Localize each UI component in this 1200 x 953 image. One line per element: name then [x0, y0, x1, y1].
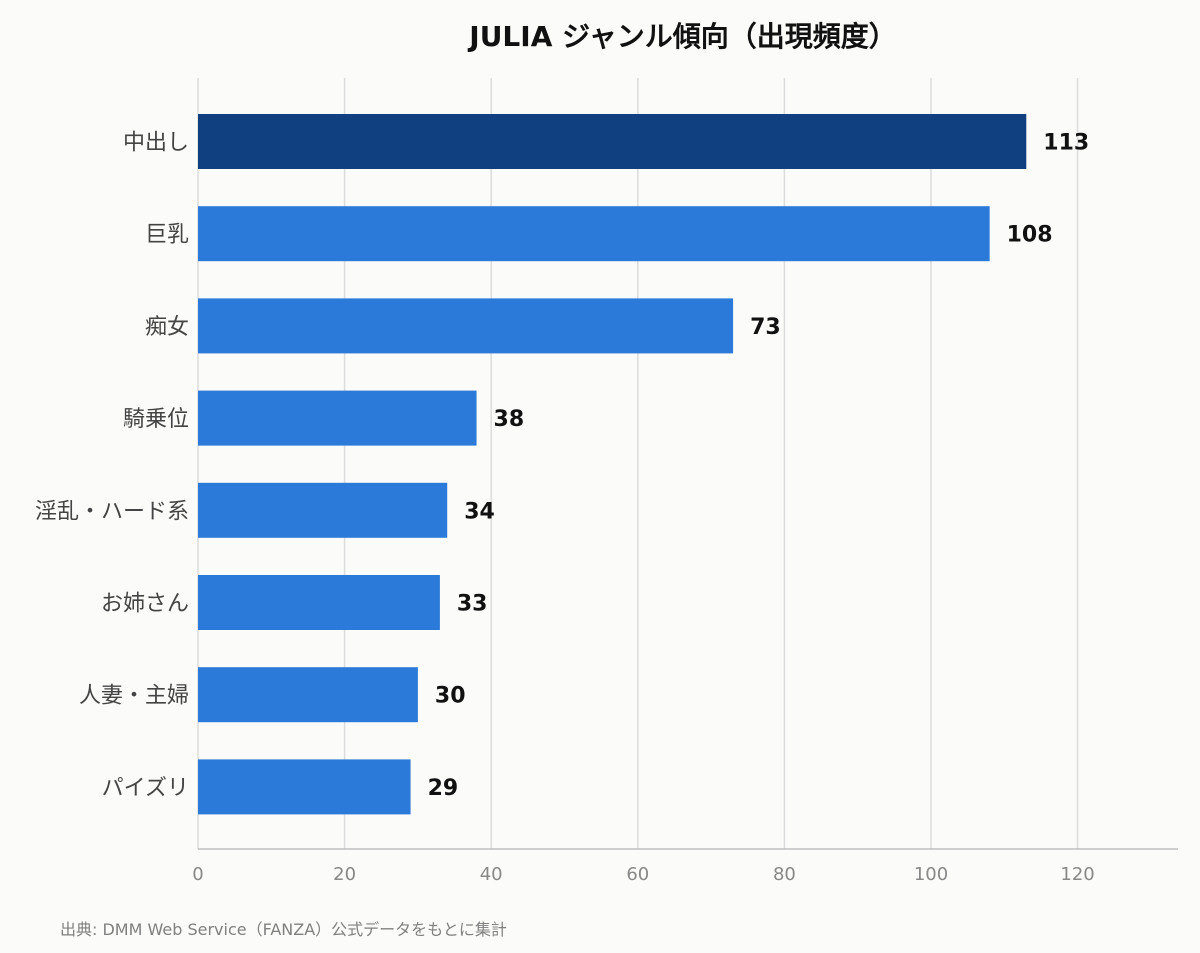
category-label-3: 騎乗位 [123, 407, 189, 432]
bar-1 [198, 206, 990, 262]
x-tick-label-80: 80 [773, 864, 796, 885]
bar-0 [198, 114, 1027, 169]
category-label-5: お姉さん [101, 592, 189, 617]
bar-6 [198, 667, 418, 723]
bar-3 [198, 390, 477, 446]
bar-7 [198, 759, 411, 815]
x-tick-label-120: 120 [1060, 864, 1094, 885]
x-tick-label-100: 100 [914, 864, 948, 885]
bar-4 [198, 482, 448, 538]
value-label-3: 38 [494, 407, 525, 432]
value-label-4: 34 [464, 499, 495, 524]
category-label-7: パイズリ [102, 776, 189, 801]
x-axis: 0 20 40 60 80 100 120 [192, 848, 1178, 885]
value-label-5: 33 [457, 592, 488, 617]
value-label-1: 108 [1007, 223, 1053, 248]
category-label-0: 中出し [123, 131, 189, 156]
x-tick-label-40: 40 [480, 864, 503, 885]
value-labels: 113 108 73 38 34 33 30 29 [428, 131, 1090, 801]
category-label-4: 淫乱・ハード系 [35, 499, 189, 524]
value-label-0: 113 [1043, 131, 1089, 156]
grid-lines [197, 78, 1079, 849]
bars [198, 114, 1027, 815]
x-tick-label-0: 0 [192, 864, 203, 885]
category-label-2: 痴女 [145, 315, 189, 340]
chart-title: JULIA ジャンル傾向（出現頻度） [467, 20, 896, 53]
bar-2 [198, 298, 734, 354]
bar-5 [198, 575, 440, 630]
source-note: 出典: DMM Web Service（FANZA）公式データをもとに集計 [60, 920, 507, 939]
x-tick-label-20: 20 [333, 864, 356, 885]
x-tick-label-60: 60 [626, 864, 649, 885]
category-label-6: 人妻・主婦 [79, 684, 189, 709]
category-label-1: 巨乳 [145, 223, 189, 248]
value-label-6: 30 [435, 684, 466, 709]
value-label-2: 73 [750, 315, 781, 340]
value-label-7: 29 [428, 776, 459, 801]
